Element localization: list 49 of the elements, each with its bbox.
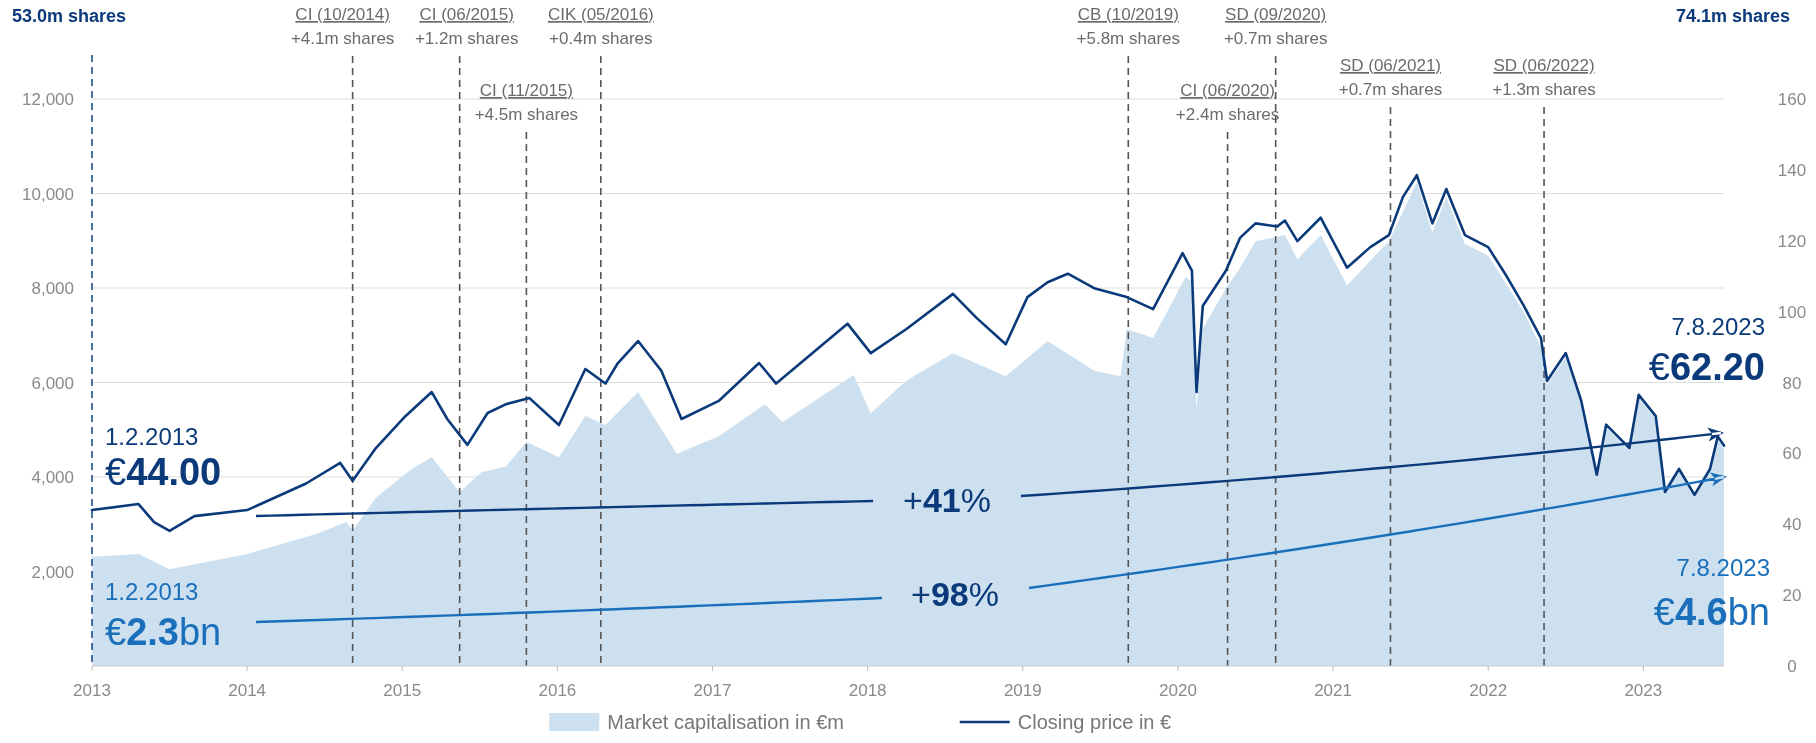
y2-tick-label: 0 (1787, 657, 1797, 676)
x-tick-label: 2016 (538, 681, 577, 700)
legend-label: Market capitalisation in €m (607, 711, 845, 733)
y2-tick-label: 140 (1777, 160, 1807, 180)
y2-tick-label: 80 (1782, 373, 1802, 393)
y-tick-label: 2,000 (31, 562, 74, 582)
x-tick-label: 2013 (73, 681, 111, 700)
ref-line-label: SD (09/2020) +0.7m shares (1223, 5, 1328, 48)
ref-line-label: CI (11/2015) +4.5m shares (474, 81, 579, 124)
annotation: 7.8.2023 (1676, 554, 1770, 581)
x-tick-label: 2020 (1159, 681, 1197, 700)
y2-tick-label: 100 (1777, 302, 1807, 322)
ref-line-label: CI (06/2020) +2.4m shares (1175, 81, 1280, 124)
y-tick-label: 4,000 (31, 468, 74, 487)
annotation: €2.3bn (105, 611, 222, 653)
y2-tick-label: 120 (1777, 231, 1807, 251)
x-tick-label: 2022 (1469, 681, 1508, 700)
x-tick-label: 2021 (1314, 681, 1352, 700)
y-tick-label: 10,000 (22, 184, 74, 204)
annotation: 7.8.2023 (1671, 313, 1765, 340)
text: 53.0m shares (12, 6, 127, 26)
annotation: +41% (903, 481, 991, 519)
legend-label: Closing price in € (1017, 711, 1172, 733)
annotation: €62.20 (1648, 346, 1765, 388)
x-tick-label: 2019 (1003, 681, 1042, 700)
x-tick-label: 2014 (228, 681, 267, 700)
ref-line-label: CI (06/2015) +1.2m shares (414, 5, 519, 48)
annotation: 1.2.2013 (105, 423, 199, 450)
ref-line-label: CIK (05/2016) +0.4m shares (547, 5, 654, 48)
ref-line-label: CI (10/2014) +4.1m shares (290, 5, 395, 48)
y2-tick-label: 20 (1782, 586, 1802, 606)
ref-line-label: CB (10/2019) +5.8m shares (1076, 5, 1181, 48)
annotation: 1.2.2013 (105, 578, 199, 605)
y-tick-label: 6,000 (31, 373, 74, 393)
text: 74.1m shares (1675, 6, 1790, 26)
x-tick-label: 2017 (693, 681, 732, 700)
ref-line-label: SD (06/2021) +0.7m shares (1338, 56, 1443, 99)
annotation: €44.00 (105, 451, 222, 493)
y-tick-label: 8,000 (31, 279, 74, 298)
ref-line-label: SD (06/2022) +1.3m shares (1492, 56, 1596, 99)
x-tick-label: 2015 (383, 681, 422, 700)
x-tick-label: 2023 (1624, 681, 1663, 700)
y2-tick-label: 40 (1782, 515, 1802, 535)
annotation: +98% (911, 575, 999, 613)
annotation: €4.6bn (1653, 591, 1770, 633)
y-tick-label: 12,000 (22, 90, 74, 109)
y2-tick-label: 60 (1782, 444, 1802, 464)
y2-tick-label: 160 (1777, 90, 1807, 109)
x-tick-label: 2018 (848, 681, 887, 700)
